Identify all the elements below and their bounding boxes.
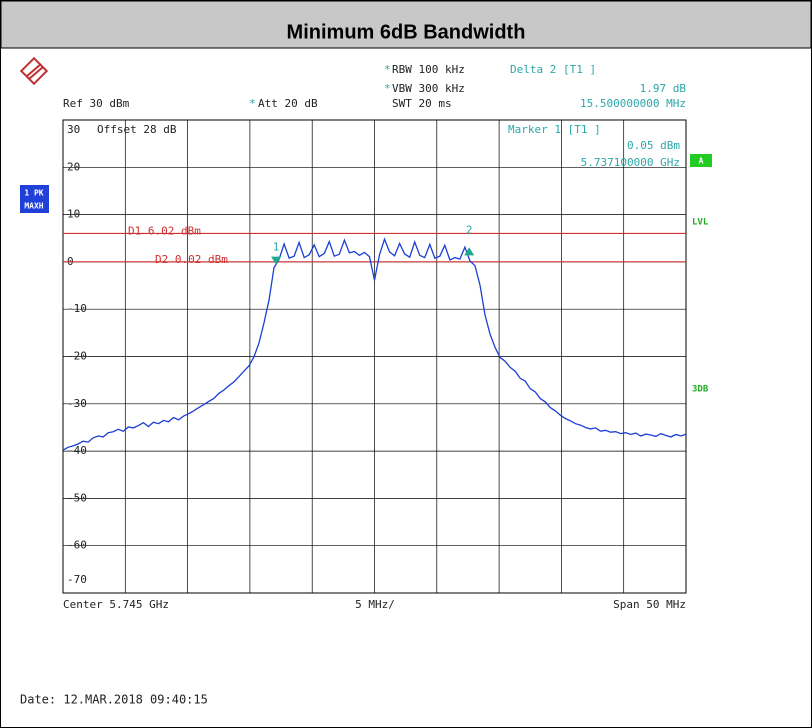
- y-tick-label: -20: [67, 350, 87, 363]
- marker: [271, 256, 282, 265]
- star: *: [384, 63, 391, 76]
- marker-label: 1: [273, 241, 280, 254]
- y-tick-label: -50: [67, 491, 87, 504]
- y-tick-label: -30: [67, 397, 87, 410]
- swt: SWT 20 ms: [392, 97, 452, 110]
- star: *: [384, 82, 391, 95]
- title-bar: [0, 0, 812, 49]
- y-tick-label: -10: [67, 302, 87, 315]
- trace-label: 1 PK: [24, 189, 43, 198]
- y-tick-label: 30: [67, 123, 80, 136]
- marker-label: 2: [466, 223, 473, 236]
- trace-label: MAXH: [24, 202, 43, 211]
- delta-level: 1.97 dB: [640, 82, 687, 95]
- ref: Ref 30 dBm: [63, 97, 130, 110]
- y-tick-label: -60: [67, 539, 87, 552]
- lvl: LVL: [692, 218, 709, 228]
- delta: Delta 2 [T1 ]: [510, 63, 596, 76]
- rbw: RBW 100 kHz: [392, 63, 465, 76]
- 3db: 3DB: [692, 385, 709, 395]
- delta-freq: 15.500000000 MHz: [580, 97, 686, 110]
- marker-readout: Marker 1 [T1 ]: [508, 123, 601, 136]
- date: Date: 12.MAR.2018 09:40:15: [20, 693, 208, 707]
- span: Span 50 MHz: [613, 598, 686, 611]
- trace: [62, 237, 687, 451]
- display-line-label: D2 0.02 dBm: [155, 253, 228, 266]
- display-line-label: D1 6.02 dBm: [128, 224, 201, 237]
- y-tick-label: -40: [67, 444, 87, 457]
- marker-level: 0.05 dBm: [627, 139, 680, 152]
- trace-box: [20, 185, 49, 213]
- a-label: A: [699, 157, 704, 166]
- offset: Offset 28 dB: [97, 123, 177, 136]
- marker-freq: 5.737100000 GHz: [581, 156, 680, 169]
- att: Att 20 dB: [258, 97, 318, 110]
- chart-title: Minimum 6dB Bandwidth: [287, 21, 526, 43]
- vbw: VBW 300 kHz: [392, 82, 465, 95]
- center: Center 5.745 GHz: [63, 598, 169, 611]
- y-tick-label: 10: [67, 208, 80, 221]
- logo: [19, 56, 49, 86]
- marker: [464, 247, 475, 256]
- a-box: [690, 154, 712, 167]
- div: 5 MHz/: [355, 598, 395, 611]
- y-tick-label: -70: [67, 573, 87, 586]
- star: *: [249, 97, 256, 110]
- y-tick-label: 20: [67, 160, 80, 173]
